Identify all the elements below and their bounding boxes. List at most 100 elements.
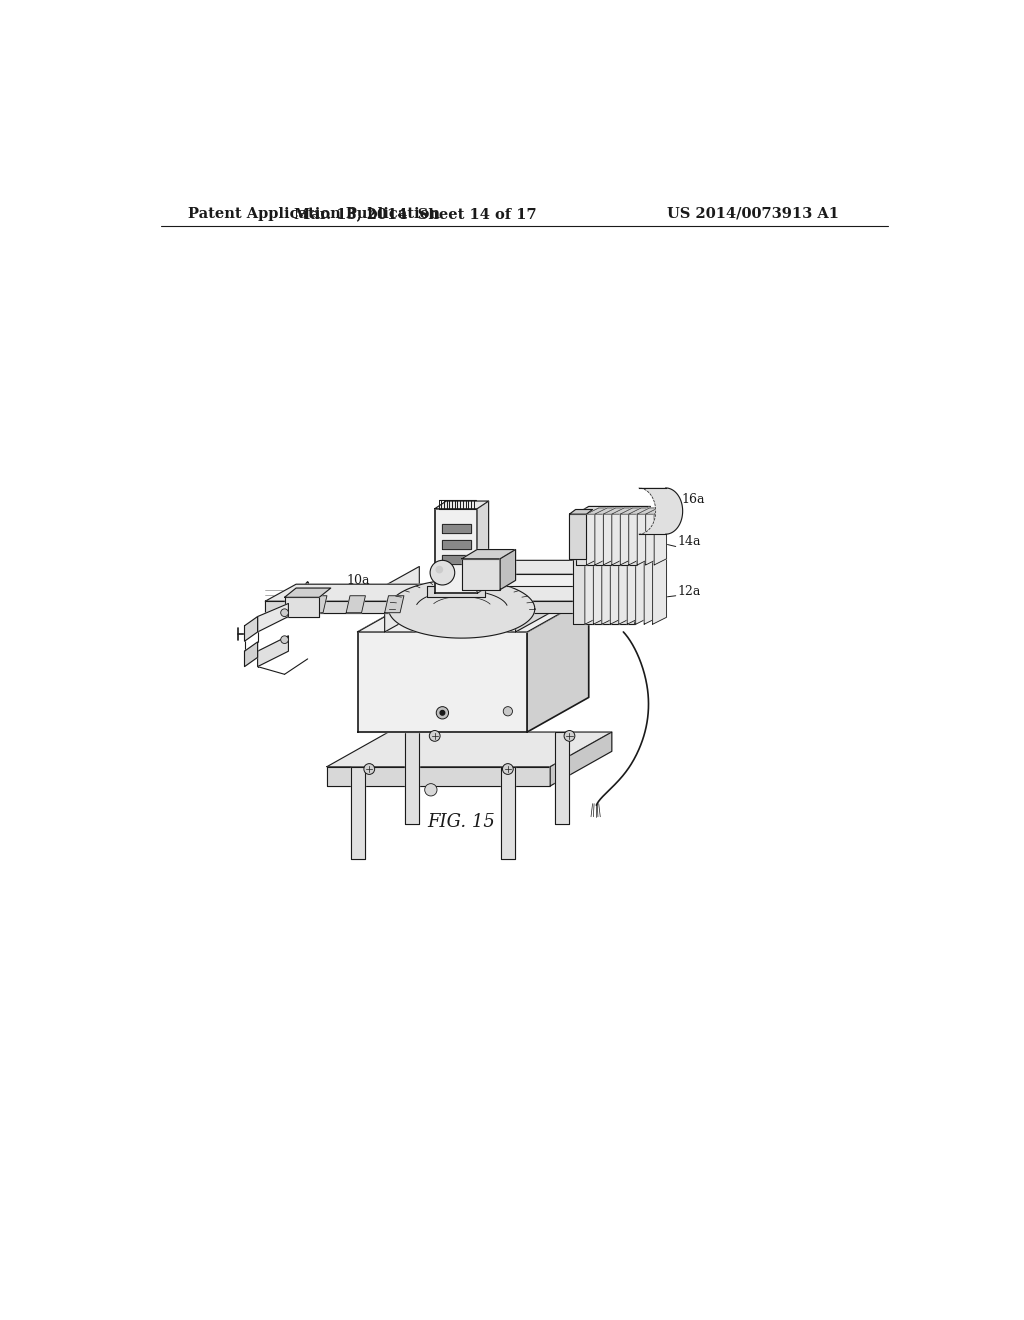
Polygon shape	[637, 508, 658, 515]
Polygon shape	[404, 733, 419, 825]
Polygon shape	[265, 585, 666, 601]
Polygon shape	[357, 598, 589, 632]
Polygon shape	[618, 552, 641, 558]
Polygon shape	[555, 733, 568, 825]
Polygon shape	[603, 508, 615, 565]
Polygon shape	[652, 552, 667, 624]
Polygon shape	[385, 595, 403, 612]
Polygon shape	[637, 508, 649, 565]
Polygon shape	[388, 579, 535, 638]
Circle shape	[436, 706, 449, 719]
Polygon shape	[500, 549, 515, 590]
Polygon shape	[527, 598, 589, 733]
Circle shape	[564, 730, 574, 742]
Polygon shape	[644, 552, 658, 624]
Polygon shape	[585, 552, 607, 558]
Polygon shape	[629, 508, 641, 565]
Polygon shape	[285, 598, 319, 616]
Polygon shape	[515, 566, 550, 632]
Polygon shape	[258, 603, 289, 632]
Polygon shape	[427, 586, 484, 598]
Polygon shape	[635, 585, 666, 612]
Polygon shape	[575, 515, 637, 565]
Circle shape	[430, 560, 455, 585]
Polygon shape	[646, 508, 667, 515]
Text: FIG. 15: FIG. 15	[428, 813, 496, 832]
Polygon shape	[462, 558, 500, 590]
Circle shape	[435, 566, 443, 573]
Polygon shape	[585, 552, 599, 624]
Text: Mar. 13, 2014  Sheet 14 of 17: Mar. 13, 2014 Sheet 14 of 17	[294, 207, 537, 220]
Polygon shape	[346, 595, 366, 612]
Polygon shape	[265, 601, 635, 612]
Polygon shape	[611, 508, 625, 565]
Polygon shape	[618, 552, 633, 624]
Polygon shape	[435, 508, 477, 594]
Polygon shape	[245, 642, 258, 667]
Polygon shape	[646, 508, 658, 565]
Polygon shape	[550, 733, 611, 785]
Polygon shape	[442, 524, 471, 533]
Polygon shape	[351, 767, 365, 859]
Polygon shape	[644, 552, 667, 558]
Polygon shape	[385, 566, 419, 632]
Polygon shape	[307, 595, 327, 612]
Polygon shape	[628, 552, 641, 624]
Polygon shape	[637, 507, 650, 565]
Circle shape	[429, 730, 440, 742]
Polygon shape	[639, 488, 683, 535]
Text: 16a: 16a	[681, 492, 705, 506]
Polygon shape	[654, 508, 667, 565]
Polygon shape	[636, 552, 658, 558]
Polygon shape	[573, 549, 650, 558]
Circle shape	[440, 710, 444, 715]
Text: 10a: 10a	[346, 574, 370, 587]
Polygon shape	[593, 552, 615, 558]
Polygon shape	[636, 552, 649, 624]
Polygon shape	[477, 502, 488, 594]
Polygon shape	[462, 549, 515, 558]
Polygon shape	[610, 552, 625, 624]
Text: 12a: 12a	[677, 585, 700, 598]
Polygon shape	[575, 507, 650, 515]
Polygon shape	[258, 636, 289, 667]
Polygon shape	[357, 632, 527, 733]
Polygon shape	[573, 558, 635, 624]
Circle shape	[503, 706, 512, 715]
Polygon shape	[595, 508, 615, 515]
Polygon shape	[462, 574, 639, 586]
Text: 14a: 14a	[677, 536, 700, 548]
Polygon shape	[569, 510, 593, 515]
Polygon shape	[593, 552, 607, 624]
Circle shape	[503, 763, 513, 775]
Polygon shape	[635, 549, 650, 624]
Polygon shape	[628, 552, 649, 558]
Polygon shape	[327, 767, 550, 785]
Polygon shape	[629, 508, 649, 515]
Circle shape	[425, 784, 437, 796]
Polygon shape	[587, 508, 599, 565]
Text: Patent Application Publication: Patent Application Publication	[188, 207, 440, 220]
Polygon shape	[462, 561, 662, 574]
Polygon shape	[327, 733, 611, 767]
Circle shape	[281, 609, 289, 616]
Polygon shape	[285, 589, 331, 598]
Polygon shape	[435, 502, 488, 508]
Polygon shape	[610, 552, 633, 558]
Polygon shape	[569, 515, 587, 558]
Text: US 2014/0073913 A1: US 2014/0073913 A1	[667, 207, 839, 220]
Polygon shape	[245, 616, 258, 642]
Polygon shape	[501, 767, 515, 859]
Polygon shape	[595, 508, 607, 565]
Polygon shape	[639, 561, 662, 586]
Polygon shape	[621, 508, 641, 515]
Polygon shape	[442, 554, 471, 564]
Polygon shape	[587, 508, 607, 515]
Circle shape	[281, 636, 289, 644]
Polygon shape	[611, 508, 633, 515]
Circle shape	[364, 763, 375, 775]
Polygon shape	[621, 508, 633, 565]
Polygon shape	[602, 552, 615, 624]
Polygon shape	[603, 508, 625, 515]
Polygon shape	[442, 540, 471, 549]
